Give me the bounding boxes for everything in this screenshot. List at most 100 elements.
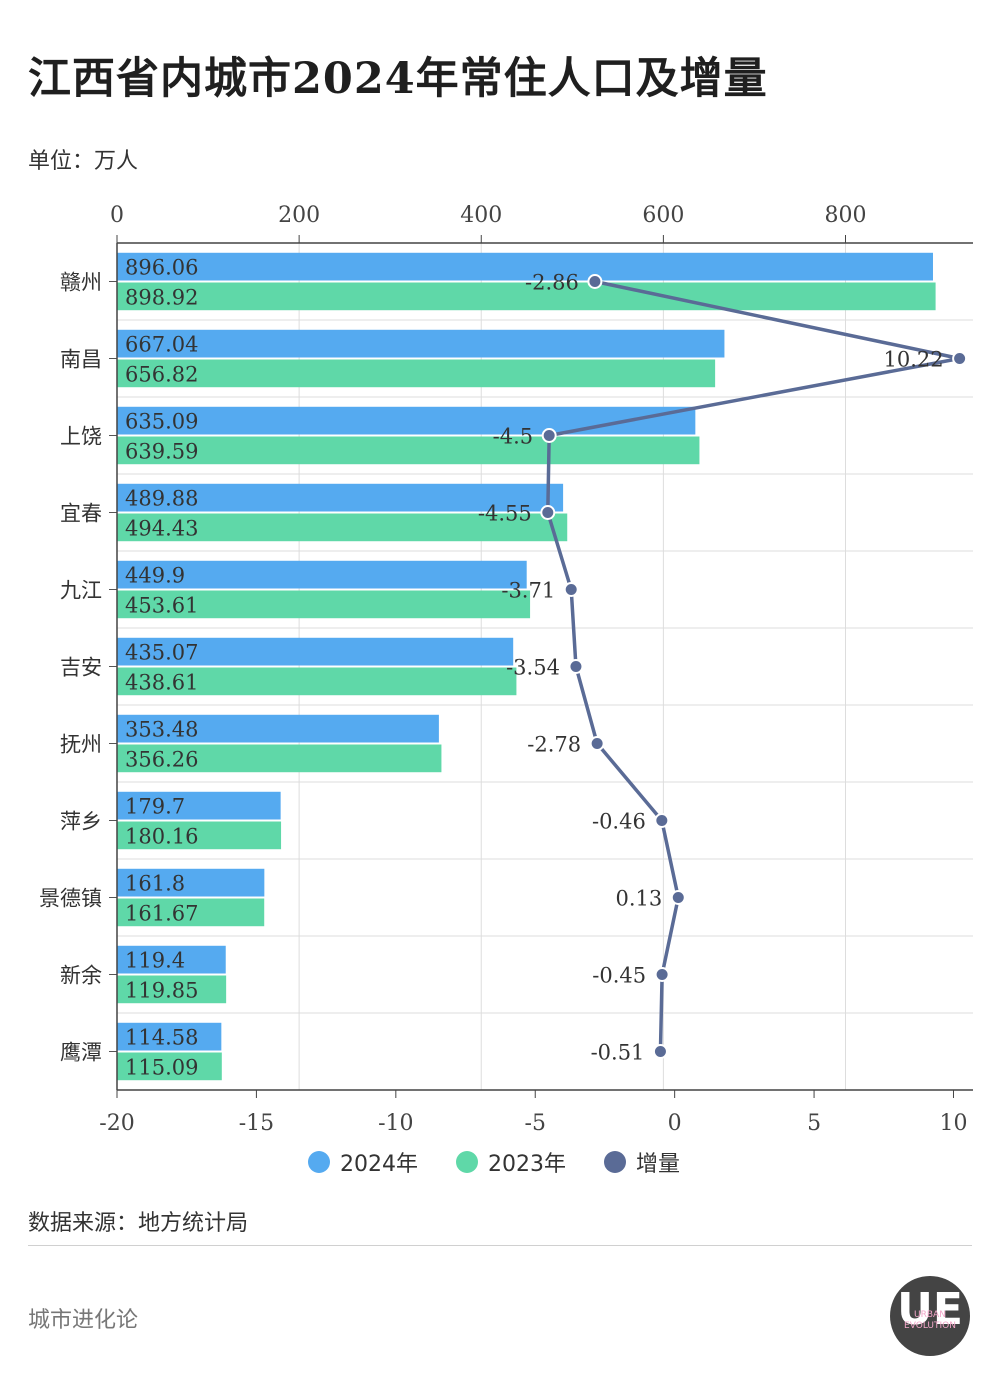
legend: 2024年 2023年 增量 <box>308 1146 680 1178</box>
bar-label-2023-0: 898.92 <box>125 285 198 309</box>
increment-point-0 <box>587 274 603 289</box>
legend-item-2024[interactable]: 2024年 <box>308 1146 418 1178</box>
unit-label: 单位：万人 <box>28 149 139 174</box>
increment-point-9 <box>654 967 670 982</box>
increment-label-7: -0.46 <box>592 810 646 834</box>
increment-point-10 <box>652 1044 668 1059</box>
category-label-0: 赣州 <box>60 271 102 295</box>
bar-label-2023-10: 115.09 <box>125 1055 198 1079</box>
bottom-tick-label: -15 <box>239 1111 274 1136</box>
category-label-5: 吉安 <box>60 656 102 680</box>
category-label-1: 南昌 <box>60 348 102 372</box>
legend-dot-increment <box>604 1151 626 1173</box>
bar-label-2024-0: 896.06 <box>125 256 198 280</box>
category-label-6: 抚州 <box>60 733 102 757</box>
category-label-10: 鹰潭 <box>60 1041 102 1065</box>
bar-2023-9 <box>117 975 227 1004</box>
bar-label-2024-8: 161.8 <box>125 872 185 896</box>
logo-subtext: URBAN EVOLUTION <box>904 1310 956 1331</box>
bar-2024-6 <box>117 714 439 743</box>
increment-label-0: -2.86 <box>525 271 579 295</box>
bar-label-2023-4: 453.61 <box>125 593 198 617</box>
population-chart: 896.06 898.92 赣州 667.04 656.82 南昌 635.09 639.59… <box>39 203 973 1136</box>
increment-label-10: -0.51 <box>591 1041 645 1065</box>
bottom-tick-label: -10 <box>378 1111 413 1136</box>
bar-2024-5 <box>117 637 514 666</box>
category-label-2: 上饶 <box>60 425 102 449</box>
brand-logo: UE URBAN EVOLUTION <box>890 1276 970 1356</box>
legend-dot-2023 <box>456 1151 478 1173</box>
legend-dot-2024 <box>308 1151 330 1173</box>
category-label-3: 宜春 <box>60 502 102 526</box>
brand-name: 城市进化论 <box>28 1308 139 1333</box>
bar-label-2024-10: 114.58 <box>125 1026 198 1050</box>
bar-label-2023-5: 438.61 <box>125 670 198 694</box>
bar-label-2024-7: 179.7 <box>125 795 185 819</box>
bar-label-2024-3: 489.88 <box>125 487 198 511</box>
increment-label-9: -0.45 <box>592 964 646 988</box>
bar-2024-8 <box>117 868 265 897</box>
category-label-4: 九江 <box>60 579 102 603</box>
increment-label-4: -3.71 <box>501 579 555 603</box>
bar-2024-9 <box>117 945 226 974</box>
increment-label-3: -4.55 <box>478 502 532 526</box>
top-tick-label: 600 <box>642 203 684 228</box>
bar-label-2024-9: 119.4 <box>125 949 185 973</box>
increment-label-2: -4.5 <box>493 425 534 449</box>
increment-point-5 <box>568 659 584 674</box>
bar-label-2024-2: 635.09 <box>125 410 198 434</box>
bar-2024-1 <box>117 329 725 358</box>
bar-2023-4 <box>117 590 531 619</box>
increment-label-8: 0.13 <box>616 887 663 911</box>
category-label-7: 萍乡 <box>60 810 102 834</box>
bar-label-2023-8: 161.67 <box>125 901 198 925</box>
bar-label-2024-6: 353.48 <box>125 718 198 742</box>
top-tick-label: 0 <box>110 203 124 228</box>
bar-2023-2 <box>117 436 700 465</box>
increment-label-1: 10.22 <box>883 348 943 372</box>
logo-mark: UE <box>897 1284 963 1335</box>
bar-2023-5 <box>117 667 517 696</box>
bar-label-2024-4: 449.9 <box>125 564 185 588</box>
bar-label-2023-2: 639.59 <box>125 439 198 463</box>
bottom-tick-label: 10 <box>939 1111 967 1136</box>
legend-label-increment: 增量 <box>636 1152 681 1177</box>
bar-label-2024-1: 667.04 <box>125 333 198 357</box>
legend-item-increment[interactable]: 增量 <box>604 1146 680 1178</box>
bar-label-2023-1: 656.82 <box>125 362 198 386</box>
footer-divider <box>28 1245 972 1246</box>
bar-2023-0 <box>117 282 936 311</box>
legend-label-2023: 2023年 <box>488 1152 566 1177</box>
bottom-tick-label: 5 <box>807 1111 821 1136</box>
bar-2024-10 <box>117 1022 222 1051</box>
bar-2023-6 <box>117 744 442 773</box>
bar-label-2023-7: 180.16 <box>125 824 198 848</box>
increment-point-2 <box>541 428 557 443</box>
legend-item-2023[interactable]: 2023年 <box>456 1146 566 1178</box>
bar-2024-2 <box>117 406 696 435</box>
increment-point-3 <box>540 505 556 520</box>
bar-2024-0 <box>117 252 933 281</box>
increment-label-5: -3.54 <box>506 656 560 680</box>
category-label-8: 景德镇 <box>39 887 102 911</box>
bar-2024-4 <box>117 560 527 589</box>
increment-point-4 <box>563 582 579 597</box>
bottom-tick-label: 0 <box>668 1111 682 1136</box>
bar-2023-7 <box>117 821 282 850</box>
increment-point-7 <box>654 813 670 828</box>
chart-title: 江西省内城市2024年常住人口及增量 <box>28 54 768 104</box>
bottom-tick-label: -5 <box>525 1111 546 1136</box>
bar-2024-3 <box>117 483 564 512</box>
bar-2023-10 <box>117 1052 222 1081</box>
increment-point-8 <box>670 890 686 905</box>
category-label-9: 新余 <box>60 964 102 988</box>
bottom-tick-label: -20 <box>99 1111 134 1136</box>
increment-label-6: -2.78 <box>527 733 581 757</box>
increment-point-6 <box>589 736 605 751</box>
bar-label-2023-3: 494.43 <box>125 516 198 540</box>
bar-label-2023-6: 356.26 <box>125 747 198 771</box>
increment-point-1 <box>952 351 968 366</box>
bar-label-2023-9: 119.85 <box>125 978 198 1002</box>
top-tick-label: 800 <box>825 203 867 228</box>
top-tick-label: 400 <box>460 203 502 228</box>
